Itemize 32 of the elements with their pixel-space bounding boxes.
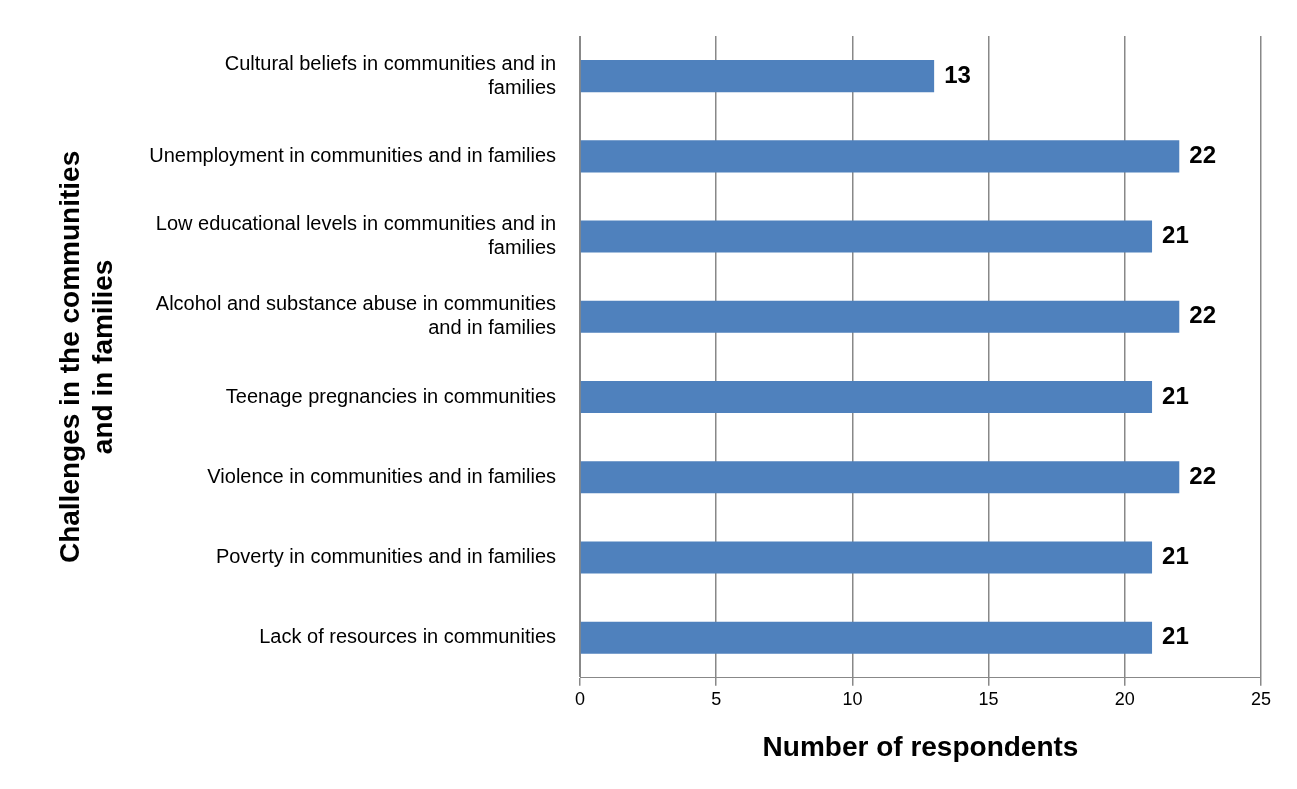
x-tick-label: 10 [842, 688, 863, 709]
bar [580, 140, 1180, 173]
bar [580, 220, 1153, 253]
data-label: 21 [1162, 381, 1189, 409]
y-tick-label: Alcohol and substance abuse in communities and in families [155, 292, 557, 339]
x-tick-label: 25 [1250, 688, 1272, 709]
data-label: 13 [944, 60, 971, 88]
y-axis-title: Challenges in the communities and in families [53, 150, 119, 564]
data-label: 22 [1189, 461, 1216, 489]
x-tick-label: 15 [978, 688, 999, 709]
y-tick-label: Poverty in communities and in families [215, 544, 557, 567]
y-tick-label: Unemployment in communities and in families [149, 143, 557, 166]
bar [580, 60, 935, 93]
data-label: 21 [1162, 221, 1189, 249]
bar [580, 541, 1153, 574]
data-label: 22 [1189, 140, 1216, 168]
bar [580, 461, 1180, 494]
x-tick-label: 20 [1114, 688, 1135, 709]
y-tick-label: Low educational levels in communities and in families [155, 212, 557, 259]
bar [580, 621, 1153, 654]
data-label: 21 [1162, 622, 1189, 650]
bar [580, 300, 1180, 333]
x-tick-label: 0 [575, 688, 586, 709]
y-tick-label: Teenage pregnancies in communities [225, 384, 557, 407]
y-tick-label: Violence in communities and in families [207, 464, 557, 487]
y-tick-label: Cultural beliefs in communities and in families [224, 51, 557, 98]
bar [580, 380, 1153, 414]
data-label: 22 [1189, 301, 1216, 329]
y-tick-label: Lack of resources in communities [259, 625, 557, 648]
data-label: 21 [1162, 542, 1189, 570]
x-tick-label: 5 [711, 688, 722, 709]
x-axis-title: Number of respondents [762, 730, 1079, 762]
